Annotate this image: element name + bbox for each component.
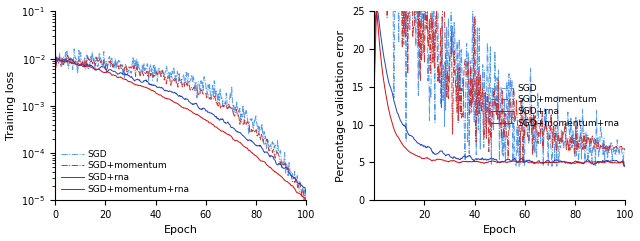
SGD+momentum+rna [370,94,378,97]
SGD+momentum [173,80,180,83]
SGD+momentum+rna [616,161,623,164]
SGD+momentum+rna [188,110,195,113]
Line: SGD: SGD [374,8,625,166]
SGD+rna [173,92,180,95]
Legend: SGD, SGD+momentum, SGD+rna, SGD+momentum+rna: SGD, SGD+momentum, SGD+rna, SGD+momentum… [60,148,191,196]
SGD [257,127,265,130]
Y-axis label: Percentage validation error: Percentage validation error [336,30,346,182]
SGD+rna [52,56,60,59]
SGD+momentum+rna [520,160,528,163]
SGD+rna [201,107,209,110]
SGD+momentum+rna [297,193,305,196]
SGD+momentum [188,86,195,89]
SGD [70,47,78,50]
SGD+rna [520,160,528,163]
SGD+rna [490,157,498,160]
SGD+momentum+rna [372,10,380,13]
Line: SGD+rna: SGD+rna [55,57,307,196]
SGD+rna [507,160,515,163]
SGD+rna [621,165,628,168]
SGD+momentum [51,65,59,68]
SGD [303,201,310,204]
SGD [577,142,585,145]
Line: SGD+momentum+rna: SGD+momentum+rna [55,60,307,205]
SGD+rna [621,165,629,168]
SGD+momentum [370,54,378,57]
SGD [51,59,59,62]
SGD+momentum+rna [303,203,310,206]
SGD+momentum+rna [257,160,265,163]
SGD [173,81,180,84]
SGD+momentum [519,162,527,165]
SGD+rna [171,91,179,94]
SGD+rna [51,70,59,73]
SGD+momentum [490,87,498,89]
Line: SGD+momentum: SGD+momentum [55,55,307,205]
SGD+momentum [616,145,624,148]
SGD+rna [303,195,310,198]
SGD+momentum+rna [173,101,180,104]
SGD [492,73,499,75]
SGD [171,78,179,80]
SGD+rna [577,161,584,164]
SGD [201,79,209,82]
SGD+momentum+rna [54,58,62,61]
SGD [616,147,624,150]
SGD+momentum+rna [577,161,584,164]
SGD+rna [257,146,265,149]
SGD+momentum+rna [51,72,59,75]
Line: SGD+momentum: SGD+momentum [374,8,625,164]
SGD+momentum+rna [507,160,515,163]
SGD+momentum+rna [620,165,628,168]
Y-axis label: Training loss: Training loss [6,71,15,140]
SGD+momentum [297,187,305,189]
SGD+momentum+rna [621,165,629,168]
SGD [521,165,529,168]
SGD [621,149,629,152]
SGD [490,117,498,120]
SGD [370,15,378,18]
SGD+rna [372,10,380,13]
SGD+momentum+rna [490,160,498,163]
SGD+momentum [521,137,529,140]
SGD [188,75,195,78]
SGD+momentum [621,148,629,151]
Line: SGD+momentum+rna: SGD+momentum+rna [374,12,625,166]
SGD+momentum [371,6,378,9]
SGD+rna [492,158,499,161]
Line: SGD+rna: SGD+rna [374,12,625,166]
SGD+rna [297,183,305,186]
SGD+momentum [64,54,72,57]
SGD [507,77,515,80]
SGD+momentum [577,133,585,136]
SGD+momentum [201,92,209,95]
SGD+rna [188,102,195,105]
X-axis label: Epoch: Epoch [483,225,516,235]
SGD+momentum+rna [492,160,499,163]
SGD+momentum [171,78,179,81]
SGD+momentum [492,100,499,103]
SGD+momentum [303,203,310,206]
SGD+momentum [257,133,265,136]
SGD [371,6,378,9]
SGD+momentum+rna [171,101,179,104]
SGD [297,189,305,192]
SGD [511,165,519,168]
Legend: SGD, SGD+momentum, SGD+rna, SGD+momentum+rna: SGD, SGD+momentum, SGD+rna, SGD+momentum… [489,82,621,130]
Line: SGD: SGD [55,49,307,203]
SGD+rna [370,90,378,93]
SGD+momentum+rna [201,118,209,121]
SGD [302,202,310,205]
X-axis label: Epoch: Epoch [164,225,198,235]
SGD+rna [616,161,623,163]
SGD+momentum [507,98,515,101]
